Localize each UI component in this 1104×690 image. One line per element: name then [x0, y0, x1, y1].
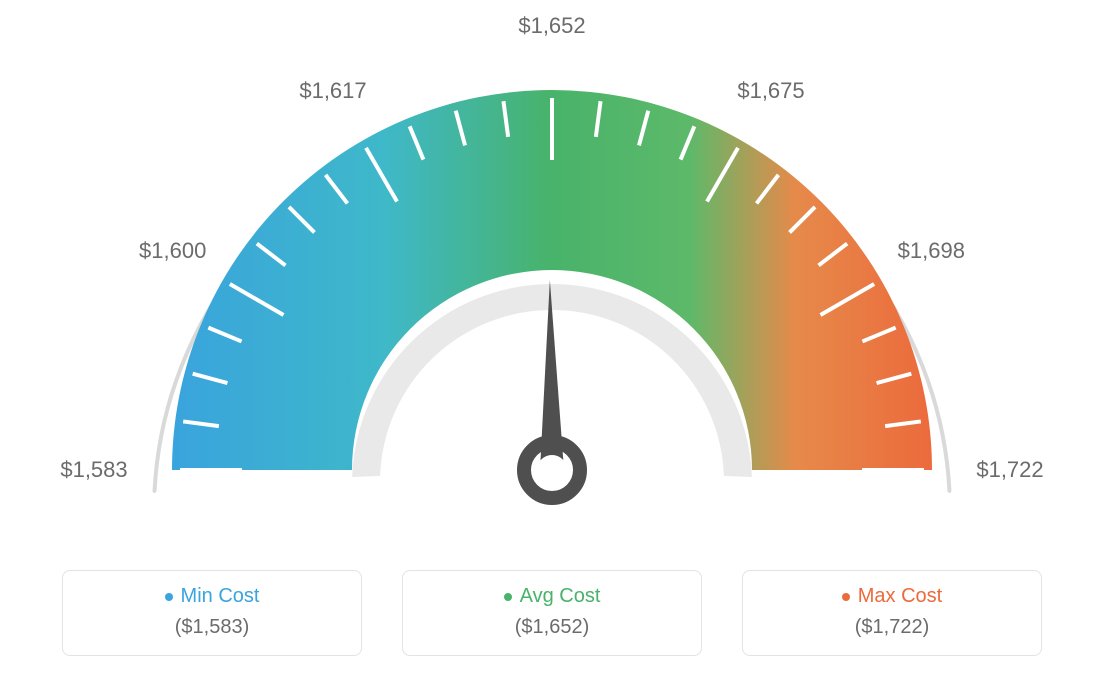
- gauge-tick-label: $1,698: [898, 238, 965, 264]
- legend-title-min: Min Cost: [181, 585, 260, 608]
- legend-value-min: ($1,583): [81, 616, 343, 639]
- legend-value-max: ($1,722): [761, 616, 1023, 639]
- legend-dot-max: [842, 593, 850, 601]
- gauge-tick-label: $1,600: [139, 238, 206, 264]
- legend-title-avg: Avg Cost: [520, 585, 601, 608]
- gauge-svg: [52, 0, 1052, 560]
- gauge-tick-label: $1,722: [976, 457, 1043, 483]
- gauge-tick-label: $1,617: [299, 78, 366, 104]
- gauge-tick-label: $1,583: [60, 457, 127, 483]
- legend-card-min: Min Cost ($1,583): [62, 570, 362, 656]
- legend-title-max: Max Cost: [858, 585, 942, 608]
- gauge-chart: $1,583 $1,600 $1,617 $1,652 $1,675 $1,698 $1,7…: [0, 0, 1104, 560]
- legend-value-avg: ($1,652): [421, 616, 683, 639]
- gauge-tick-label: $1,675: [737, 78, 804, 104]
- legend-dot-avg: [504, 593, 512, 601]
- gauge-tick-label: $1,652: [518, 13, 585, 39]
- legend-row: Min Cost ($1,583) Avg Cost ($1,652) Max …: [0, 570, 1104, 656]
- legend-dot-min: [165, 593, 173, 601]
- legend-card-avg: Avg Cost ($1,652): [402, 570, 702, 656]
- legend-card-max: Max Cost ($1,722): [742, 570, 1042, 656]
